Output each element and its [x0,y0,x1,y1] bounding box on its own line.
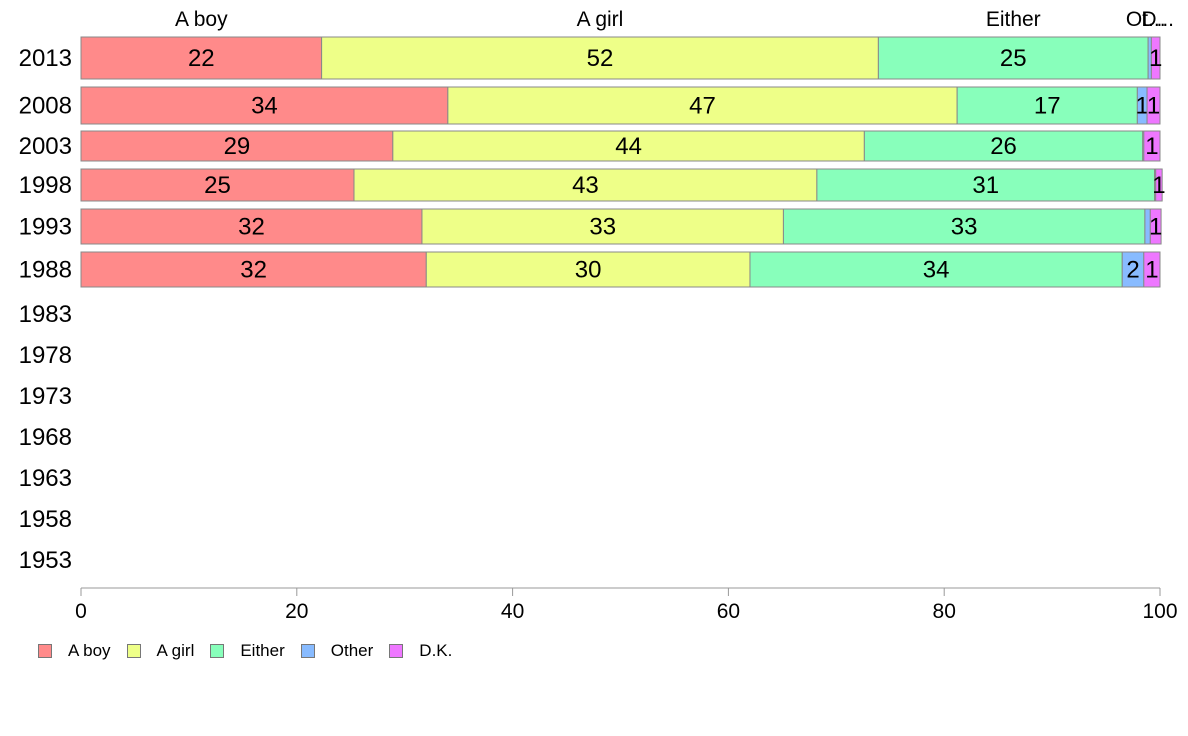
data-label: 47 [689,93,716,120]
bar-segment [447,86,958,125]
data-label: 1 [1145,133,1158,160]
data-label: 1 [1149,214,1162,241]
legend-swatch [38,644,52,658]
category-label: 1993 [19,214,72,241]
data-label: 25 [204,172,231,199]
bar-segment [782,208,1146,245]
category-label: 1953 [19,547,72,574]
bar-segment [956,86,1138,125]
x-tick-label: 80 [933,600,956,623]
data-label: 1 [1145,257,1158,284]
data-label: 2 [1126,257,1139,284]
legend-label: Other [330,641,374,660]
bar-segment [80,86,449,125]
bar-segment [816,168,1156,202]
category-label: 2008 [19,93,72,120]
series-top-label: Ot... [1126,8,1166,31]
data-label: 17 [1034,93,1061,120]
data-label: 32 [240,257,267,284]
bar-segment [80,36,323,80]
bar-segment [1143,130,1161,162]
data-label: 52 [587,45,614,72]
bar-segment [80,251,427,288]
legend-item: Other [300,641,374,661]
data-label: 32 [238,214,265,241]
category-label: 2013 [19,45,72,72]
data-label: 43 [572,172,599,199]
data-label: 29 [224,133,251,160]
x-tick-label: 0 [75,600,87,623]
bar-segment [1146,86,1161,125]
category-label: 2003 [19,133,72,160]
legend-swatch [300,644,315,658]
bar-segment [421,208,784,245]
bar-segment [1143,251,1161,288]
bar-segment [321,36,879,80]
legend: A boy A girl Either Other D.K. [38,641,468,661]
category-label: 1978 [19,342,72,369]
data-label: 33 [589,214,616,241]
bar-segment [425,251,751,288]
category-label: 1968 [19,424,72,451]
legend-item: A boy [38,641,111,661]
bar-segment [80,130,394,162]
category-label: 1958 [19,506,72,533]
series-top-label: A girl [577,8,624,31]
series-top-label: A boy [175,8,228,31]
data-label: 1 [1152,172,1165,199]
bar-segment [353,168,818,202]
data-label: 22 [188,45,215,72]
data-label: 1 [1147,93,1160,120]
legend-label: A boy [68,641,111,660]
bar-segment [80,208,423,245]
series-top-label: Either [986,8,1041,31]
legend-swatch [210,644,225,658]
x-tick-label: 100 [1142,600,1177,623]
category-label: 1973 [19,383,72,410]
category-label: 1983 [19,301,72,328]
data-label: 25 [1000,45,1027,72]
data-label: 30 [575,257,602,284]
data-label: 26 [990,133,1017,160]
bar-segment [1149,208,1162,245]
category-label: 1988 [19,257,72,284]
category-label: 1998 [19,172,72,199]
chart-svg: 2013 2008 2003 1998 1993 1988 1983 1978 1973 1968… [19,8,1178,623]
legend-swatch [389,644,404,658]
data-label: 1 [1136,93,1149,120]
data-label: 31 [972,172,999,199]
legend-label: A girl [156,641,195,660]
category-label: 1963 [19,465,72,492]
bar-segment [1155,168,1163,202]
bar-segment [392,130,865,162]
x-tick-label: 60 [717,600,740,623]
legend-item: D.K. [389,641,452,661]
data-label: 1 [1149,45,1162,72]
data-label: 33 [951,214,978,241]
legend-item: Either [210,641,285,661]
data-label: 44 [615,133,642,160]
bar-segment [1150,36,1161,80]
x-tick-label: 40 [501,600,524,623]
x-tick-label: 20 [285,600,308,623]
bar-segment [863,130,1144,162]
legend-label: D.K. [419,641,453,660]
data-label: 34 [923,257,950,284]
bar-segment [749,251,1123,288]
legend-swatch [126,644,141,658]
bar-segment [877,36,1149,80]
bar-segment [80,168,355,202]
series-top-label: D... [1141,8,1174,31]
legend-label: Either [240,641,285,660]
data-label: 34 [251,93,278,120]
legend-item: A girl [126,641,195,661]
